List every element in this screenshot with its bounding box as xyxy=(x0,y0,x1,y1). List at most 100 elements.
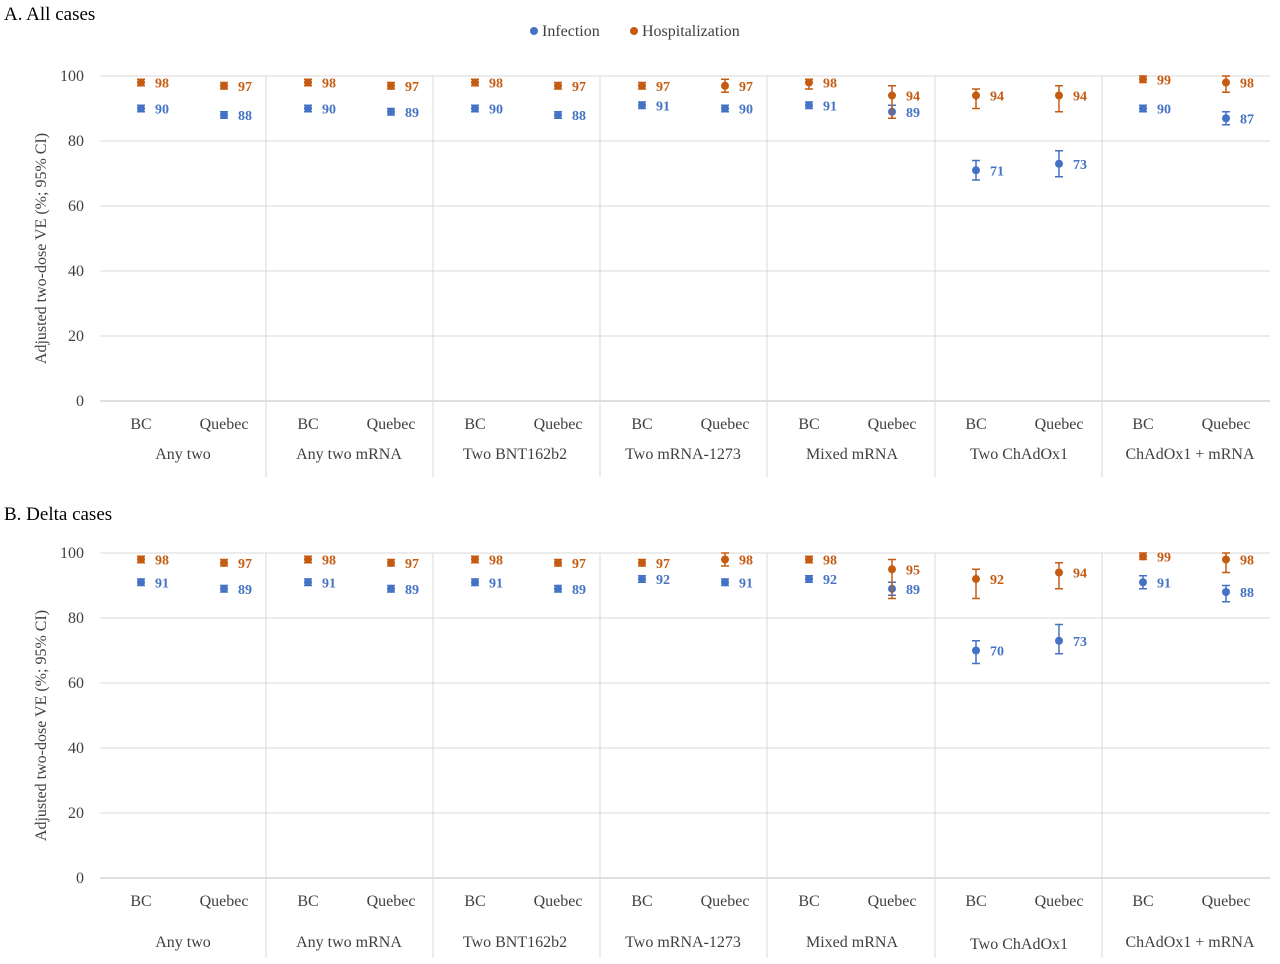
infection-point xyxy=(554,111,562,119)
y-tick-label: 60 xyxy=(68,675,84,692)
infection-data-label: 90 xyxy=(489,103,503,118)
infection-point xyxy=(805,575,813,583)
group-label: Two ChAdOx1 xyxy=(970,936,1068,953)
group-label: ChAdOx1 + mRNA xyxy=(1125,446,1254,463)
hospitalization-data-label: 98 xyxy=(489,554,503,569)
hospitalization-point xyxy=(1222,78,1230,87)
infection-point xyxy=(1055,636,1063,645)
hospitalization-point xyxy=(888,565,896,574)
infection-data-label: 92 xyxy=(656,573,670,588)
infection-data-label: 88 xyxy=(572,109,586,124)
infection-data-label: 73 xyxy=(1073,635,1087,650)
infection-point xyxy=(1139,104,1147,113)
hospitalization-point xyxy=(554,81,562,90)
x-tick-label-quebec: Quebec xyxy=(868,893,917,910)
legend: Infection Hospitalization xyxy=(530,23,740,40)
x-tick-label-bc: BC xyxy=(464,416,485,433)
hospitalization-point xyxy=(1139,75,1147,84)
infection-data-label: 90 xyxy=(1157,103,1171,118)
hospitalization-point xyxy=(471,555,479,564)
infection-point xyxy=(972,646,980,655)
hospitalization-data-label: 98 xyxy=(489,77,503,92)
x-tick-label-quebec: Quebec xyxy=(1035,416,1084,433)
group-label: Two BNT162b2 xyxy=(463,446,567,463)
x-tick-label-bc: BC xyxy=(130,893,151,910)
group-label: Two mRNA-1273 xyxy=(625,934,741,951)
infection-data-label: 73 xyxy=(1073,158,1087,173)
hospitalization-point xyxy=(1139,552,1147,561)
infection-point xyxy=(721,578,729,587)
infection-point xyxy=(471,104,479,113)
group-label: Two mRNA-1273 xyxy=(625,446,741,463)
infection-data-label: 89 xyxy=(906,106,920,121)
hospitalization-data-label: 98 xyxy=(322,554,336,569)
hospitalization-data-label: 98 xyxy=(322,77,336,92)
infection-point xyxy=(387,107,395,116)
group-label: Any two xyxy=(155,446,211,463)
x-tick-label-bc: BC xyxy=(130,416,151,433)
hospitalization-point xyxy=(805,78,813,87)
infection-data-label: 90 xyxy=(322,103,336,118)
legend-marker-hospitalization xyxy=(630,27,638,35)
hospitalization-point xyxy=(137,78,145,87)
y-tick-label: 20 xyxy=(68,805,84,822)
x-tick-label-quebec: Quebec xyxy=(1202,893,1251,910)
y-tick-label: 60 xyxy=(68,198,84,215)
x-tick-label-quebec: Quebec xyxy=(200,416,249,433)
y-tick-label: 0 xyxy=(76,870,84,887)
hospitalization-data-label: 97 xyxy=(572,80,586,95)
group-label: ChAdOx1 + mRNA xyxy=(1125,934,1254,951)
y-axis-label: Adjusted two-dose VE (%; 95% CI) xyxy=(33,610,50,841)
x-tick-label-quebec: Quebec xyxy=(868,416,917,433)
infection-point xyxy=(554,584,562,593)
infection-data-label: 91 xyxy=(739,576,753,591)
panel-title: B. Delta cases xyxy=(4,504,112,525)
infection-point xyxy=(721,104,729,113)
y-tick-label: 20 xyxy=(68,328,84,345)
legend-label-hospitalization: Hospitalization xyxy=(642,23,740,40)
hospitalization-data-label: 94 xyxy=(1073,567,1087,582)
infection-point xyxy=(304,578,312,587)
hospitalization-data-label: 97 xyxy=(238,557,252,572)
infection-data-label: 89 xyxy=(906,583,920,598)
x-tick-label-quebec: Quebec xyxy=(1202,416,1251,433)
y-tick-label: 40 xyxy=(68,263,84,280)
hospitalization-data-label: 97 xyxy=(572,557,586,572)
x-tick-label-bc: BC xyxy=(464,893,485,910)
infection-point xyxy=(137,578,145,587)
panel-a: A. All cases 0 20 40 60 80 100 Adjusted two-dos… xyxy=(4,4,1270,477)
infection-data-label: 89 xyxy=(405,106,419,121)
hospitalization-point xyxy=(805,555,813,564)
group-label: Mixed mRNA xyxy=(806,934,898,951)
infection-data-label: 91 xyxy=(322,576,336,591)
infection-data-label: 92 xyxy=(823,573,837,588)
panel-b: B. Delta cases 0 20 40 60 80 100 Adjusted two-d… xyxy=(4,504,1270,958)
infection-data-label: 70 xyxy=(990,645,1004,660)
hospitalization-point xyxy=(972,575,980,583)
x-tick-label-bc: BC xyxy=(1132,416,1153,433)
infection-point xyxy=(304,104,312,113)
hospitalization-data-label: 98 xyxy=(823,554,837,569)
infection-point xyxy=(1222,588,1230,596)
hospitalization-point xyxy=(220,81,228,90)
group-label: Mixed mRNA xyxy=(806,446,898,463)
x-tick-label-bc: BC xyxy=(965,893,986,910)
x-tick-label-quebec: Quebec xyxy=(701,416,750,433)
y-axis-label: Adjusted two-dose VE (%; 95% CI) xyxy=(33,133,50,364)
hospitalization-point xyxy=(638,81,646,90)
group-label: Any two xyxy=(155,934,211,951)
hospitalization-data-label: 97 xyxy=(405,557,419,572)
hospitalization-data-label: 98 xyxy=(155,554,169,569)
legend-marker-infection xyxy=(530,27,538,35)
x-tick-label-bc: BC xyxy=(798,416,819,433)
hospitalization-data-label: 97 xyxy=(656,80,670,95)
hospitalization-point xyxy=(304,555,312,564)
infection-data-label: 91 xyxy=(155,576,169,591)
y-tick-label: 100 xyxy=(60,68,84,85)
group-label: Any two mRNA xyxy=(296,934,402,951)
hospitalization-data-label: 99 xyxy=(1157,73,1171,88)
infection-data-label: 89 xyxy=(238,583,252,598)
x-tick-label-bc: BC xyxy=(798,893,819,910)
x-tick-label-bc: BC xyxy=(297,893,318,910)
infection-point xyxy=(220,111,228,119)
